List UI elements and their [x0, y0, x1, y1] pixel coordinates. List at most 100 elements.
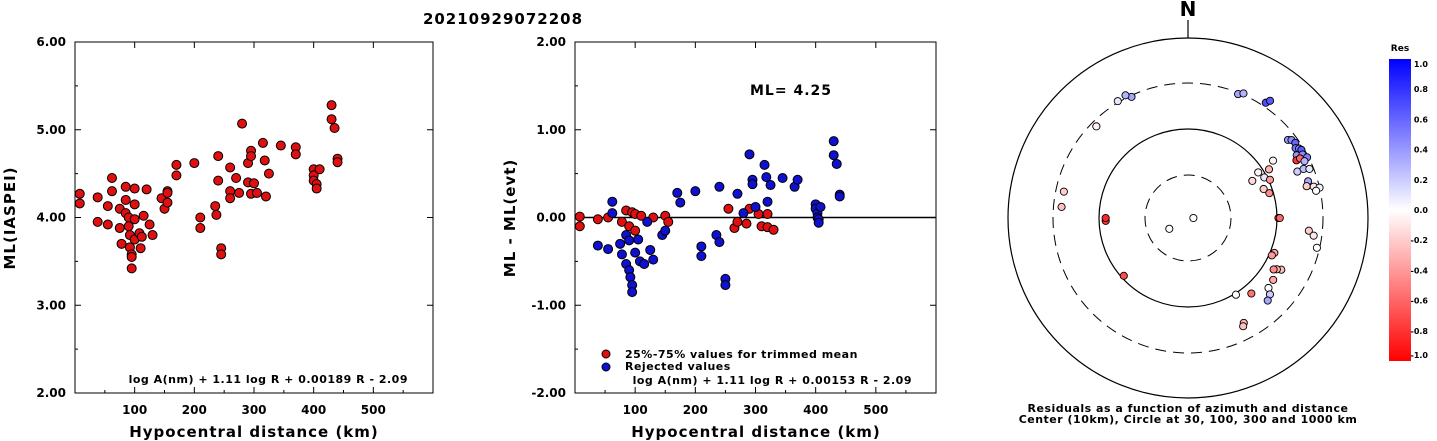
- left-data-point: [144, 219, 155, 230]
- colorbar-tick-label: -0.4: [1411, 266, 1429, 275]
- left-data-point: [225, 162, 236, 173]
- colorbar-tick-label: 0.4: [1414, 146, 1429, 155]
- colorbar-tick-label: -0.6: [1411, 297, 1429, 306]
- middle-data-point: [813, 217, 824, 228]
- left-data-point: [126, 263, 137, 274]
- left-data-point: [251, 187, 262, 198]
- circle-100km: [1098, 128, 1278, 308]
- station-residual-point: [1269, 265, 1278, 274]
- station-residual-point: [1119, 271, 1128, 280]
- middle-data-point: [660, 225, 671, 236]
- left-data-point: [225, 193, 236, 204]
- middle-data-point: [574, 221, 585, 232]
- middle-data-point: [714, 237, 725, 248]
- station-residual-point: [1101, 213, 1110, 223]
- left-data-point: [213, 175, 224, 186]
- left-data-point: [74, 188, 85, 199]
- station-residual-point: [1269, 275, 1278, 284]
- middle-x-axis-label: Hypocentral distance (km): [631, 423, 881, 441]
- middle-data-point: [761, 172, 772, 183]
- colorbar-tick-label: 0.6: [1414, 115, 1429, 124]
- left-y-tick-label: 4.00: [36, 211, 66, 225]
- left-data-point: [106, 186, 117, 197]
- middle-data-point: [624, 235, 635, 246]
- station-residual-point: [1305, 164, 1314, 173]
- left-data-point: [275, 140, 286, 151]
- middle-data-point: [615, 238, 626, 249]
- legend-label-trimmed: 25%-75% values for trimmed mean: [625, 348, 858, 361]
- middle-data-point: [663, 216, 674, 227]
- middle-data-point: [792, 174, 803, 185]
- middle-panel: 100 200 300 400 500 -2.00 -1.00 0.00 1.00 2.00 ML…: [501, 35, 937, 441]
- residual-colorbar: Res 1.0 0.8 0.6 0.4 0.2 0.0 -0.2 -0.4 -0.6 -0.8 -1…: [1389, 44, 1428, 361]
- legend-marker-rejected: [601, 362, 611, 372]
- station-residual-point: [1165, 224, 1174, 233]
- left-y-axis-label: ML(IASPEI): [1, 166, 19, 269]
- station-residual-point: [1189, 213, 1198, 223]
- middle-data-point: [642, 216, 653, 227]
- middle-x-tick-label: 500: [863, 403, 888, 417]
- middle-data-point: [762, 208, 773, 219]
- middle-data-point: [592, 240, 603, 251]
- station-residual-point: [1231, 290, 1240, 299]
- left-x-tick-label: 200: [182, 403, 207, 417]
- left-y-tick-label: 3.00: [36, 298, 66, 312]
- ml-value-label: ML= 4.25: [750, 83, 832, 99]
- left-data-point: [102, 219, 113, 230]
- left-data-point: [138, 210, 149, 221]
- left-data-point: [135, 243, 146, 254]
- middle-data-points: [574, 136, 845, 298]
- middle-x-tick-label: 100: [623, 403, 648, 417]
- middle-data-point: [672, 187, 683, 198]
- north-label: N: [1180, 0, 1197, 21]
- colorbar-ticks: 1.0 0.8 0.6 0.4 0.2 0.0 -0.2 -0.4 -0.6 -0.8 -1.0: [1411, 60, 1429, 360]
- middle-data-point: [714, 181, 725, 192]
- middle-data-point: [639, 259, 650, 270]
- middle-x-tick-label: 400: [803, 403, 828, 417]
- station-residual-point: [1312, 243, 1321, 252]
- station-residual-point: [1309, 231, 1318, 240]
- middle-y-tick-label: 2.00: [536, 35, 566, 49]
- left-y-tick-label: 6.00: [36, 35, 66, 49]
- left-data-point: [162, 187, 173, 198]
- middle-data-point: [574, 211, 585, 222]
- middle-data-point: [690, 186, 701, 197]
- colorbar-tick-label: -0.8: [1411, 327, 1429, 336]
- left-data-point: [116, 238, 127, 249]
- left-data-points: [74, 100, 343, 274]
- station-residual-point: [1247, 289, 1256, 298]
- middle-data-point: [636, 210, 647, 221]
- left-axis-ticks: 100 200 300 400 500 2.00 3.00 4.00 5.00 6.00: [36, 35, 433, 417]
- left-data-point: [314, 164, 325, 175]
- left-y-tick-label: 2.00: [36, 386, 66, 400]
- left-data-point: [231, 173, 242, 184]
- left-x-tick-label: 100: [122, 403, 147, 417]
- colorbar-tick-label: -0.2: [1411, 236, 1429, 245]
- station-residual-point: [1269, 156, 1278, 165]
- middle-data-point: [828, 150, 839, 161]
- middle-y-tick-label: 0.00: [536, 211, 566, 225]
- middle-data-point: [765, 180, 776, 191]
- middle-data-point: [828, 136, 839, 147]
- left-y-tick-label: 5.00: [36, 123, 66, 137]
- left-data-point: [210, 201, 221, 212]
- colorbar-tick-label: 1.0: [1414, 60, 1429, 69]
- middle-data-point: [627, 287, 638, 298]
- left-data-point: [260, 191, 271, 202]
- station-residual-point: [1113, 97, 1122, 106]
- left-data-point: [189, 158, 200, 169]
- middle-data-point: [777, 173, 788, 184]
- middle-data-point: [815, 201, 826, 212]
- colorbar-tick-label: 0.8: [1414, 85, 1429, 94]
- left-data-point: [259, 155, 270, 166]
- middle-data-point: [750, 201, 761, 212]
- middle-data-point: [738, 208, 749, 219]
- middle-y-tick-label: -1.00: [531, 298, 566, 312]
- left-data-point: [162, 197, 173, 208]
- station-residual-point: [1254, 168, 1263, 177]
- left-x-tick-label: 300: [241, 403, 266, 417]
- station-residual-point: [1121, 91, 1130, 100]
- left-data-point: [326, 100, 337, 111]
- left-data-point: [129, 199, 140, 210]
